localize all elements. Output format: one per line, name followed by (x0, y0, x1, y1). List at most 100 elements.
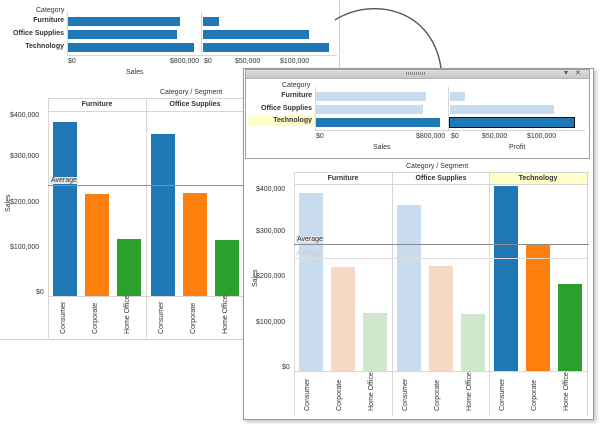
front-category-technology[interactable]: Technology (273, 117, 312, 124)
back-ytick-3: $100,000 (10, 244, 40, 251)
back-profit-bar-furniture[interactable] (203, 17, 219, 26)
front-seg-corporate-1: Corporate (336, 379, 343, 411)
front-profit-bar-office-supplies[interactable] (450, 105, 555, 114)
back-sales-axis-label: Sales (126, 69, 144, 76)
front-profit-bar-technology[interactable] (449, 117, 575, 128)
front-seg-homeoffice-1: Home Office (368, 372, 375, 411)
back-seg-homeoffice-1: Home Office (124, 295, 131, 334)
back-y-axis-label: Sales (5, 194, 12, 212)
front-col-header: Category / Segment (406, 163, 469, 170)
front-profit-axis-label: Profit (509, 144, 526, 151)
window-close-icon[interactable]: ✕ (575, 70, 581, 77)
back-average-line (48, 185, 340, 186)
front-bar-divider (448, 87, 449, 130)
front-col-furniture-corporate[interactable] (331, 266, 355, 371)
back-category-header: Category (36, 7, 65, 14)
back-category-technology[interactable]: Technology (25, 43, 64, 50)
front-profit-tick-0: $0 (451, 133, 459, 140)
front-col-office-supplies-corporate[interactable] (428, 265, 453, 371)
back-sales-bar-furniture[interactable] (68, 17, 181, 26)
front-sales-bar-office-supplies[interactable] (316, 105, 423, 114)
front-group-technology-highlight[interactable] (489, 173, 587, 184)
front-profit-bar-furniture[interactable] (450, 92, 466, 101)
front-category-furniture[interactable]: Furniture (281, 92, 312, 99)
front-bar-panel: ▾ ✕ Category Furniture Office Supplies T… (245, 68, 590, 159)
front-dashboard-window: ▾ ✕ Category Furniture Office Supplies T… (243, 68, 594, 420)
back-sales-bar-office-supplies[interactable] (68, 30, 177, 39)
back-profit-tick-1: $50,000 (235, 58, 261, 65)
back-category-office-supplies[interactable]: Office Supplies (13, 30, 64, 37)
back-bar-divider (201, 12, 202, 55)
front-col-technology-consumer[interactable] (494, 186, 518, 371)
front-sales-tick-1: $800,000 (416, 133, 446, 140)
front-seg-consumer-1: Consumer (304, 378, 311, 411)
front-col-axis-right (587, 172, 588, 416)
back-col-header-line-2 (48, 111, 340, 112)
back-col-header-line (48, 98, 340, 99)
front-col-technology-corporate[interactable] (526, 243, 550, 371)
back-profit-bar-technology[interactable] (203, 43, 329, 52)
front-sales-axis-label: Sales (373, 144, 391, 151)
front-sales-tick-0: $0 (316, 133, 324, 140)
front-col-axis-bottom (294, 371, 589, 372)
back-col-furniture-corporate[interactable] (85, 194, 109, 296)
front-average-line (294, 244, 589, 245)
back-col-furniture-consumer[interactable] (53, 121, 77, 296)
front-seg-corporate-2: Corporate (434, 379, 441, 411)
back-sales-tick-1: $800,000 (170, 58, 200, 65)
grip-handle-icon[interactable] (406, 72, 426, 75)
back-bar-axis-left (67, 12, 68, 55)
front-col-technology-home-office[interactable] (558, 283, 582, 371)
front-category-office-supplies[interactable]: Office Supplies (261, 105, 312, 112)
back-profit-tick-2: $100,000 (280, 58, 310, 65)
back-seg-corporate-1: Corporate (92, 302, 99, 334)
back-seg-homeoffice-2: Home Office (222, 295, 229, 334)
front-col-furniture-consumer[interactable] (299, 192, 323, 371)
front-bar-axis-bottom (315, 130, 585, 131)
front-group-furniture[interactable]: Furniture (327, 175, 359, 182)
back-col-office-supplies-consumer[interactable] (151, 134, 175, 296)
back-col-furniture-home-office[interactable] (117, 239, 141, 296)
front-seg-consumer-2: Consumer (402, 378, 409, 411)
front-category-technology-highlight[interactable] (247, 115, 315, 126)
front-average-label: Average (296, 236, 324, 243)
front-group-technology[interactable]: Technology (518, 175, 558, 182)
back-col-office-supplies-home-office[interactable] (215, 239, 239, 296)
back-profit-tick-0: $0 (204, 58, 212, 65)
back-group-furniture[interactable]: Furniture (81, 101, 113, 108)
back-profit-bar-office-supplies[interactable] (203, 30, 309, 39)
front-category-header: Category (282, 82, 311, 89)
front-profit-tick-1: $50,000 (482, 133, 508, 140)
front-col-header-line-2 (294, 184, 589, 185)
front-col-office-supplies-consumer[interactable] (396, 205, 421, 371)
front-ytick-2: $200,000 (256, 273, 286, 280)
front-sales-bar-furniture[interactable] (316, 92, 427, 101)
front-ytick-1: $300,000 (256, 228, 286, 235)
back-col-axis-bottom (48, 296, 340, 297)
back-ytick-4: $0 (36, 289, 44, 296)
back-col-office-supplies-corporate[interactable] (183, 193, 207, 296)
back-average-label: Average (50, 177, 78, 184)
back-ytick-0: $400,000 (10, 112, 40, 119)
back-col-divider (146, 98, 147, 338)
front-bar-axis-left (315, 87, 316, 130)
front-col-office-supplies-home-office[interactable] (460, 313, 485, 371)
back-seg-corporate-2: Corporate (190, 302, 197, 334)
back-seg-consumer-1: Consumer (60, 301, 67, 334)
front-col-furniture-home-office[interactable] (363, 312, 387, 371)
back-group-office-supplies[interactable]: Office Supplies (169, 101, 221, 108)
front-seg-consumer-3: Consumer (499, 378, 506, 411)
back-col-axis-left (48, 98, 49, 338)
window-menu-icon[interactable]: ▾ (564, 68, 569, 77)
front-col-divider-2 (489, 172, 490, 416)
back-seg-consumer-2: Consumer (158, 301, 165, 334)
front-col-divider-1 (392, 172, 393, 416)
front-ytick-0: $400,000 (256, 186, 286, 193)
back-sales-bar-technology[interactable] (68, 43, 195, 52)
back-category-furniture[interactable]: Furniture (33, 17, 64, 24)
front-sales-bar-technology[interactable] (316, 118, 441, 127)
back-sales-tick-0: $0 (68, 58, 76, 65)
front-group-office-supplies[interactable]: Office Supplies (415, 175, 467, 182)
front-seg-homeoffice-2: Home Office (466, 372, 473, 411)
front-average-line-ghost (294, 258, 589, 259)
